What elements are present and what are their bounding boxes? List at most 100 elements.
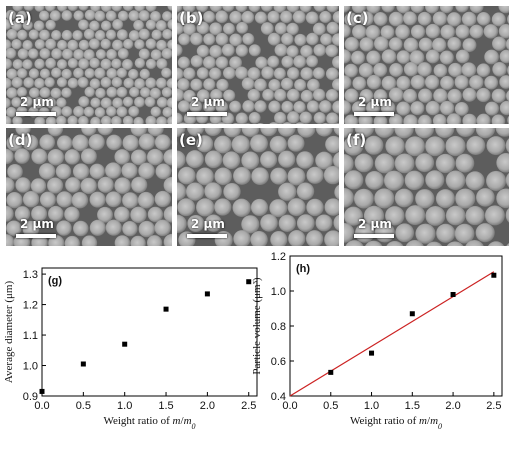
particle: [439, 100, 455, 116]
particle: [88, 38, 100, 50]
particle: [122, 192, 139, 209]
particle: [344, 6, 351, 13]
particle: [189, 100, 203, 113]
particle: [373, 12, 388, 26]
particle: [373, 114, 388, 124]
particle: [241, 10, 255, 24]
particle: [403, 61, 419, 77]
particle: [12, 6, 24, 12]
particle: [476, 11, 491, 26]
particle: [251, 167, 269, 186]
panel-label: (d): [8, 131, 33, 149]
particle: [84, 86, 95, 98]
particle: [128, 105, 140, 117]
particle: [183, 22, 196, 36]
particle: [306, 55, 319, 68]
particle: [403, 37, 419, 53]
particle: [23, 6, 35, 12]
particle: [396, 101, 411, 116]
particle: [344, 49, 352, 64]
particle: [130, 149, 147, 166]
particle: [498, 6, 509, 14]
particle: [307, 78, 320, 92]
particle: [394, 153, 415, 174]
particle: [322, 123, 329, 124]
particle: [204, 150, 223, 169]
particle: [433, 63, 448, 78]
particle: [31, 148, 48, 165]
particle-texture: [344, 6, 509, 124]
particle: [295, 122, 305, 124]
particle: [105, 191, 122, 208]
particle: [495, 128, 509, 137]
x-axis-label-part: /: [181, 415, 185, 427]
particle: [403, 114, 418, 124]
particle: [178, 122, 188, 124]
particle: [114, 177, 131, 194]
particle: [462, 38, 477, 53]
particle: [498, 23, 509, 39]
particle: [229, 10, 243, 24]
particle: [106, 86, 118, 98]
particle: [403, 11, 417, 26]
particle: [325, 44, 339, 58]
particle: [325, 89, 339, 102]
particle: [6, 134, 23, 152]
particle: [306, 198, 324, 217]
particle: [83, 49, 95, 61]
particle: [215, 10, 229, 24]
x-axis-label-part: m: [184, 415, 192, 427]
particle: [6, 9, 17, 21]
particle: [185, 182, 205, 201]
particle: [177, 6, 183, 13]
particle: [134, 57, 146, 69]
particle: [116, 106, 128, 118]
plot-frame: [41, 267, 258, 397]
particle: [445, 170, 466, 191]
particle: [11, 76, 23, 89]
particle: [454, 101, 469, 116]
particle: [138, 48, 150, 60]
particle: [186, 128, 205, 137]
particle: [15, 177, 31, 193]
scale-bar: 2 μm: [187, 95, 227, 117]
particle: [410, 24, 426, 39]
particle: [177, 22, 184, 35]
particle: [425, 23, 441, 39]
particle: [100, 58, 112, 70]
particle: [163, 206, 172, 223]
particle: [6, 77, 12, 89]
particle: [305, 230, 324, 246]
particle: [83, 106, 95, 118]
particle: [269, 199, 288, 218]
particle: [278, 182, 297, 201]
particle: [287, 111, 300, 124]
particle: [151, 29, 162, 40]
particle: [6, 205, 14, 222]
particle: [466, 136, 486, 155]
particle: [496, 153, 509, 173]
particle: [6, 19, 12, 30]
particle: [396, 6, 411, 14]
particle: [150, 106, 162, 117]
particle: [71, 191, 89, 209]
particle: [183, 67, 196, 80]
particle: [111, 6, 123, 12]
scale-bar: 2 μm: [354, 95, 394, 117]
particle: [183, 89, 196, 103]
x-tick-label: 0.5: [76, 400, 91, 412]
particle: [312, 67, 325, 80]
particle: [78, 6, 89, 11]
particle: [288, 230, 306, 246]
particle: [215, 56, 229, 69]
particle: [162, 11, 172, 22]
particle: [78, 58, 90, 70]
particle: [94, 10, 106, 22]
sem-micrograph: (e) 2 μm: [177, 128, 339, 246]
particle: [344, 100, 352, 115]
particle: [386, 240, 404, 246]
y-tick-label: 1.2: [271, 251, 286, 263]
particle: [89, 78, 101, 89]
particle: [177, 182, 187, 201]
particle: [11, 97, 22, 108]
